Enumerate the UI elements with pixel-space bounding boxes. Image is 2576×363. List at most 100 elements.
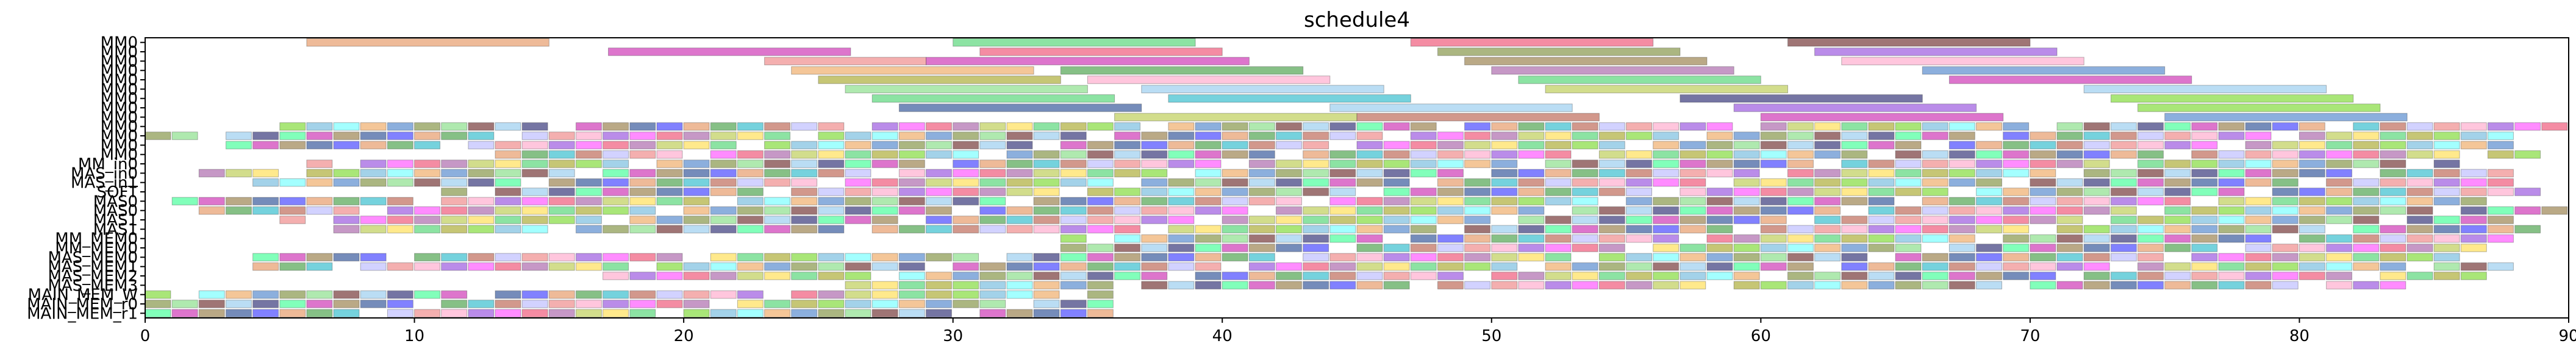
gantt-bar	[1491, 66, 1734, 75]
gantt-tick-bar	[468, 132, 495, 140]
gantt-tick-bar	[2245, 244, 2272, 252]
gantt-tick-bar	[1033, 216, 1060, 224]
gantt-tick-bar	[2191, 188, 2218, 196]
gantt-tick-bar	[1760, 225, 1787, 234]
gantt-tick-bar	[2030, 272, 2056, 280]
gantt-tick-bar	[2326, 272, 2353, 280]
gantt-tick-bar	[1572, 244, 1598, 252]
gantt-tick-bar	[1329, 150, 1356, 159]
gantt-tick-bar	[1653, 216, 1680, 224]
gantt-tick-bar	[521, 188, 548, 196]
gantt-tick-bar	[2138, 132, 2164, 140]
gantt-tick-bar	[1572, 216, 1598, 224]
gantt-tick-bar	[414, 290, 440, 299]
gantt-tick-bar	[387, 300, 413, 308]
gantt-tick-bar	[360, 132, 387, 140]
gantt-tick-bar	[1356, 132, 1383, 140]
gantt-tick-bar	[441, 225, 468, 234]
gantt-tick-bar	[1222, 197, 1248, 206]
gantt-tick-bar	[2110, 234, 2137, 243]
gantt-tick-bar	[1195, 178, 1222, 187]
gantt-bar	[2083, 85, 2327, 94]
gantt-tick-bar	[2380, 188, 2406, 196]
gantt-tick-bar	[1706, 169, 1733, 178]
gantt-tick-bar	[2110, 272, 2137, 280]
gantt-tick-bar	[1545, 132, 1572, 140]
gantt-tick-bar	[2299, 160, 2325, 168]
gantt-tick-bar	[414, 253, 440, 262]
gantt-tick-bar	[2514, 150, 2541, 159]
gantt-tick-bar	[791, 225, 818, 234]
gantt-tick-bar	[1922, 132, 1948, 140]
gantt-tick-bar	[468, 253, 495, 262]
gantt-tick-bar	[2299, 262, 2325, 271]
gantt-tick-bar	[2272, 160, 2299, 168]
gantt-tick-bar	[495, 178, 521, 187]
gantt-tick-bar	[818, 141, 845, 150]
gantt-tick-bar	[1733, 272, 1760, 280]
gantt-tick-bar	[2406, 244, 2433, 252]
gantt-tick-bar	[818, 160, 845, 168]
gantt-tick-bar	[1706, 197, 1733, 206]
gantt-tick-bar	[1222, 225, 1248, 234]
gantt-tick-bar	[871, 197, 898, 206]
gantt-tick-bar	[1518, 122, 1545, 131]
gantt-tick-bar	[1033, 272, 1060, 280]
gantt-tick-bar	[1276, 234, 1302, 243]
gantt-tick-bar	[1598, 188, 1625, 196]
gantt-tick-bar	[1787, 141, 1814, 150]
gantt-tick-bar	[1653, 206, 1680, 215]
gantt-tick-bar	[226, 206, 252, 215]
gantt-tick-bar	[2353, 188, 2380, 196]
gantt-tick-bar	[145, 290, 171, 299]
y-tick-label: MM0	[101, 34, 138, 52]
gantt-tick-bar	[1437, 206, 1464, 215]
gantt-tick-bar	[2353, 244, 2380, 252]
gantt-tick-bar	[252, 309, 279, 318]
gantt-tick-bar	[1087, 216, 1114, 224]
gantt-tick-bar	[1248, 188, 1275, 196]
gantt-tick-bar	[1006, 150, 1033, 159]
gantt-tick-bar	[1976, 178, 2003, 187]
gantt-tick-bar	[979, 132, 1006, 140]
gantt-tick-bar	[2083, 197, 2110, 206]
gantt-tick-bar	[2191, 281, 2218, 290]
gantt-tick-bar	[1491, 178, 1518, 187]
gantt-tick-bar	[764, 178, 790, 187]
gantt-tick-bar	[2433, 141, 2460, 150]
gantt-tick-bar	[1114, 160, 1140, 168]
gantt-tick-bar	[979, 188, 1006, 196]
gantt-tick-bar	[2056, 216, 2083, 224]
gantt-tick-bar	[603, 290, 629, 299]
gantt-tick-bar	[198, 309, 225, 318]
gantt-tick-bar	[1626, 253, 1653, 262]
gantt-tick-bar	[603, 206, 629, 215]
gantt-tick-bar	[979, 169, 1006, 178]
gantt-tick-bar	[1141, 206, 1168, 215]
gantt-tick-bar	[468, 216, 495, 224]
gantt-tick-bar	[468, 300, 495, 308]
gantt-tick-bar	[737, 206, 764, 215]
gantt-tick-bar	[2164, 141, 2191, 150]
x-tick-label: 0	[140, 327, 151, 345]
gantt-bar	[1087, 76, 1331, 84]
gantt-tick-bar	[710, 132, 737, 140]
gantt-tick-bar	[2083, 122, 2110, 131]
gantt-tick-bar	[898, 281, 925, 290]
gantt-tick-bar	[1276, 244, 1302, 252]
gantt-tick-bar	[1410, 169, 1437, 178]
gantt-tick-bar	[1437, 132, 1464, 140]
gantt-tick-bar	[1114, 122, 1140, 131]
gantt-tick-bar	[2272, 244, 2299, 252]
gantt-tick-bar	[306, 262, 333, 271]
gantt-tick-bar	[1948, 197, 1975, 206]
gantt-tick-bar	[2272, 206, 2299, 215]
gantt-tick-bar	[1706, 234, 1733, 243]
gantt-tick-bar	[1948, 150, 1975, 159]
gantt-tick-bar	[926, 132, 952, 140]
y-axis-labels: MM0MM0MM0MM0MM0MM0MM0MM0MM0MM0MM0MM0MM0M…	[27, 34, 145, 323]
gantt-tick-bar	[2218, 122, 2245, 131]
gantt-bar	[608, 48, 851, 56]
gantt-tick-bar	[1760, 197, 1787, 206]
gantt-tick-bar	[1976, 197, 2003, 206]
